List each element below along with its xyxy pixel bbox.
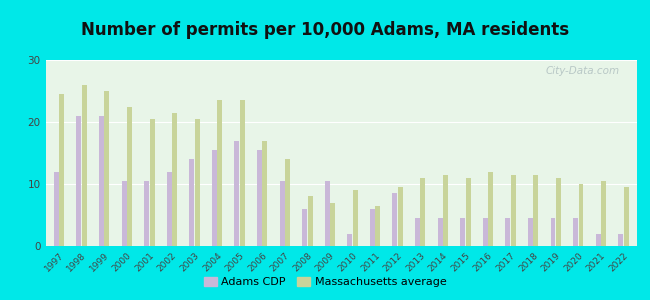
Bar [144,181,149,246]
Bar [465,178,471,246]
Bar [77,116,81,246]
Bar [595,234,601,246]
Bar [189,159,194,246]
Bar [122,181,127,246]
Bar [460,218,465,246]
Bar [257,150,262,246]
Bar [240,100,245,246]
Bar [82,85,87,246]
Bar [534,175,538,246]
Bar [217,100,222,246]
Bar [59,94,64,246]
Bar [506,218,510,246]
Bar [375,206,380,246]
Bar [127,106,132,246]
Text: Number of permits per 10,000 Adams, MA residents: Number of permits per 10,000 Adams, MA r… [81,21,569,39]
Bar [280,181,285,246]
Bar [415,218,420,246]
Bar [167,172,172,246]
Bar [195,119,200,246]
Bar [421,178,426,246]
Bar [483,218,488,246]
Bar [618,234,623,246]
Bar [54,172,58,246]
Bar [528,218,533,246]
Bar [330,202,335,246]
Bar [488,172,493,246]
Bar [573,218,578,246]
Legend: Adams CDP, Massachusetts average: Adams CDP, Massachusetts average [199,272,451,291]
Bar [370,209,375,246]
Bar [443,175,448,246]
Bar [285,159,290,246]
Text: City-Data.com: City-Data.com [545,66,619,76]
Bar [235,141,239,246]
Bar [347,234,352,246]
Bar [578,184,584,246]
Bar [263,141,267,246]
Bar [302,209,307,246]
Bar [437,218,443,246]
Bar [212,150,217,246]
Bar [172,113,177,246]
Bar [307,196,313,246]
Bar [325,181,330,246]
Bar [556,178,561,246]
Bar [601,181,606,246]
Bar [624,187,629,246]
Bar [393,193,397,246]
Bar [99,116,104,246]
Bar [353,190,358,246]
Bar [511,175,515,246]
Bar [105,91,109,246]
Bar [398,187,403,246]
Bar [150,119,155,246]
Bar [551,218,556,246]
